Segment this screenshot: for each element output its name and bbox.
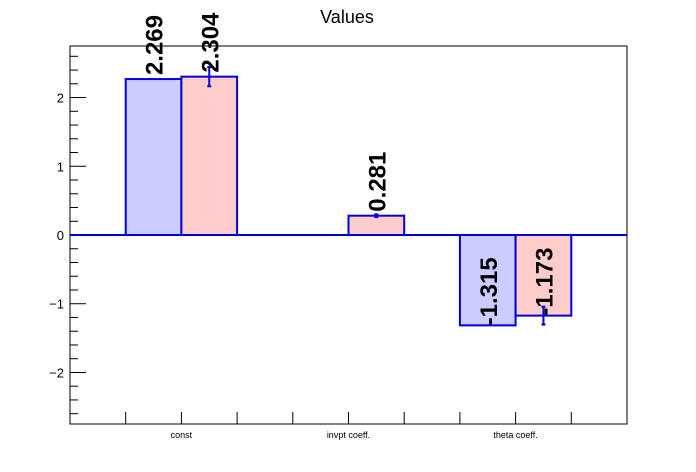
data-label: 0.281 (364, 152, 391, 212)
chart-title: Values (320, 7, 374, 27)
bar (180, 75, 239, 237)
y-tick-label: −2 (49, 365, 64, 380)
data-label: -1.173 (531, 248, 558, 316)
x-category-label: theta coeff. (493, 430, 537, 440)
bar (124, 78, 183, 236)
bar (347, 214, 406, 236)
y-tick-label: 1 (57, 159, 64, 174)
axes: −2 −1 0 1 2 const invpt coeff. theta coeff. (49, 55, 572, 440)
bar (514, 234, 573, 317)
y-tick-label: 0 (57, 228, 64, 243)
x-category-label: invpt coeff. (327, 430, 370, 440)
data-label: 2.269 (142, 15, 169, 75)
y-tick-label: 2 (57, 91, 64, 106)
bars (70, 66, 627, 327)
data-label: -1.315 (476, 257, 503, 325)
x-category-label: const (171, 430, 193, 440)
data-label: 2.304 (197, 12, 224, 73)
data-labels: 2.269 -1.315 2.304 0.281 -1.173 (142, 12, 559, 325)
y-tick-label: −1 (49, 297, 64, 312)
